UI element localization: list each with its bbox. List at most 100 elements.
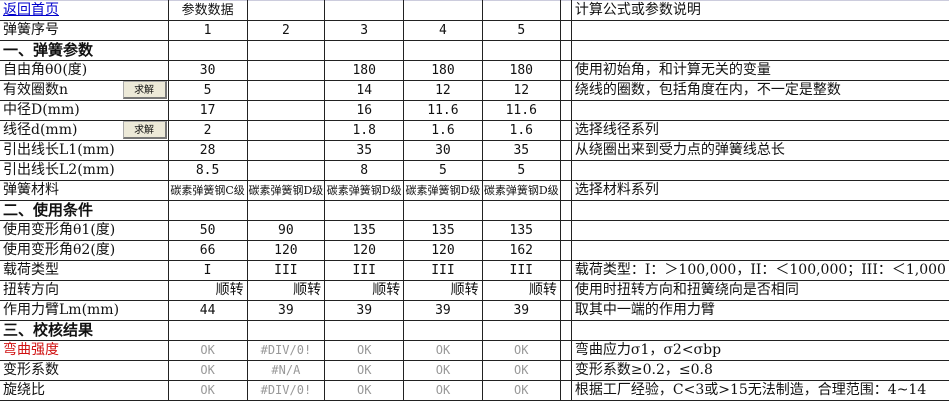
section-title[interactable]: 三、校核结果 xyxy=(0,320,169,341)
cell-empty[interactable] xyxy=(560,60,572,81)
row-label-cell[interactable]: 使用变形角θ1(度) xyxy=(0,220,169,241)
solve-button[interactable]: 求解 xyxy=(122,121,167,139)
spring-number-cell[interactable]: 1 xyxy=(168,20,248,41)
material-select[interactable]: 碳素弹簧钢C级 xyxy=(168,180,248,201)
value-cell[interactable]: 14 xyxy=(324,80,405,101)
note-cell[interactable]: 使用时扭转方向和扭簧绕向是否相同 xyxy=(571,280,949,301)
notes-header[interactable]: 计算公式或参数说明 xyxy=(571,0,949,21)
note-cell[interactable]: 使用初始角，和计算无关的变量 xyxy=(571,60,949,81)
cell-empty[interactable] xyxy=(560,380,572,401)
value-cell[interactable]: 11.6 xyxy=(482,100,561,121)
value-cell[interactable]: 135 xyxy=(403,220,483,241)
value-cell[interactable]: 顺转 xyxy=(324,280,405,301)
note-cell[interactable] xyxy=(571,220,949,241)
spring-number-cell[interactable]: 4 xyxy=(403,20,483,41)
value-cell[interactable]: 12 xyxy=(482,80,561,101)
value-cell[interactable]: OK xyxy=(324,340,405,361)
value-cell[interactable]: OK xyxy=(324,360,405,381)
cell-empty[interactable] xyxy=(482,320,561,341)
cell-empty[interactable] xyxy=(482,0,561,21)
cell-empty[interactable] xyxy=(571,320,949,341)
row-label-cell[interactable]: 自由角θ0(度) xyxy=(0,60,169,81)
row-label-cell[interactable]: 扭转方向 xyxy=(0,280,169,301)
cell-empty[interactable] xyxy=(560,300,572,321)
cell-empty[interactable] xyxy=(247,200,326,221)
note-cell[interactable]: 选择材料系列 xyxy=(571,180,949,201)
cell-empty[interactable] xyxy=(482,40,561,61)
value-cell[interactable]: 135 xyxy=(324,220,405,241)
cell-empty[interactable] xyxy=(560,320,572,341)
value-cell[interactable]: 120 xyxy=(324,240,405,261)
value-cell[interactable] xyxy=(247,80,326,101)
row-label-cell[interactable]: 有效圈数n 求解 xyxy=(0,80,169,101)
cell-empty[interactable] xyxy=(482,200,561,221)
cell-empty[interactable] xyxy=(560,240,572,261)
value-cell[interactable]: 120 xyxy=(247,240,326,261)
value-cell[interactable]: III xyxy=(482,260,561,281)
cell-empty[interactable] xyxy=(168,320,248,341)
cell-empty[interactable] xyxy=(560,280,572,301)
material-select[interactable]: 碳素弹簧钢D级 xyxy=(247,180,326,201)
value-cell[interactable]: OK xyxy=(403,360,483,381)
cell-empty[interactable] xyxy=(560,20,572,41)
value-cell[interactable]: 顺转 xyxy=(482,280,561,301)
row-label-cell[interactable]: 引出线长L1(mm) xyxy=(0,140,169,161)
cell-empty[interactable] xyxy=(560,120,572,141)
cell-empty[interactable] xyxy=(247,320,326,341)
value-cell[interactable]: 5 xyxy=(403,160,483,181)
value-cell[interactable] xyxy=(247,60,326,81)
section-title[interactable]: 一、弹簧参数 xyxy=(0,40,169,61)
cell-empty[interactable] xyxy=(560,360,572,381)
value-cell[interactable] xyxy=(247,160,326,181)
home-link[interactable]: 返回首页 xyxy=(3,2,59,18)
row-label[interactable]: 弹簧材料 xyxy=(0,180,169,201)
value-cell[interactable]: 90 xyxy=(247,220,326,241)
value-cell[interactable]: 1.6 xyxy=(403,120,483,141)
cell-empty[interactable] xyxy=(324,40,405,61)
value-cell[interactable]: 顺转 xyxy=(168,280,248,301)
value-cell[interactable]: #N/A xyxy=(247,360,326,381)
row-label-cell[interactable]: 变形系数 xyxy=(0,360,169,381)
note-cell[interactable]: 载荷类型：I：＞100,000，II：＜100,000；III：＜1,000 xyxy=(571,260,949,281)
cell-empty[interactable] xyxy=(247,40,326,61)
value-cell[interactable]: III xyxy=(324,260,405,281)
value-cell[interactable]: 66 xyxy=(168,240,248,261)
material-select[interactable]: 碳素弹簧钢D级 xyxy=(482,180,561,201)
value-cell[interactable]: OK xyxy=(482,340,561,361)
value-cell[interactable]: 35 xyxy=(482,140,561,161)
value-cell[interactable]: 顺转 xyxy=(403,280,483,301)
value-cell[interactable]: 5 xyxy=(168,80,248,101)
cell-empty[interactable] xyxy=(403,0,483,21)
row-label-cell[interactable]: 引出线长L2(mm) xyxy=(0,160,169,181)
value-cell[interactable]: 162 xyxy=(482,240,561,261)
cell-empty[interactable] xyxy=(560,200,572,221)
value-cell[interactable]: OK xyxy=(482,380,561,401)
value-cell[interactable]: 2 xyxy=(168,120,248,141)
value-cell[interactable]: #DIV/0! xyxy=(247,380,326,401)
value-cell[interactable]: 50 xyxy=(168,220,248,241)
cell-empty[interactable] xyxy=(560,160,572,181)
value-cell[interactable] xyxy=(247,100,326,121)
cell-empty[interactable] xyxy=(324,320,405,341)
note-cell[interactable]: 选择线径系列 xyxy=(571,120,949,141)
spring-number-cell[interactable]: 2 xyxy=(247,20,326,41)
note-cell[interactable] xyxy=(571,240,949,261)
note-cell[interactable]: 从绕圈出来到受力点的弹簧线总长 xyxy=(571,140,949,161)
cell-empty[interactable] xyxy=(403,320,483,341)
value-cell[interactable]: 1.8 xyxy=(324,120,405,141)
cell-empty[interactable] xyxy=(560,40,572,61)
cell-empty[interactable] xyxy=(324,200,405,221)
spring-number-cell[interactable]: 5 xyxy=(482,20,561,41)
value-cell[interactable]: #DIV/0! xyxy=(247,340,326,361)
value-cell[interactable]: OK xyxy=(168,360,248,381)
row-label[interactable]: 弹簧序号 xyxy=(0,20,169,41)
cell-empty[interactable] xyxy=(560,220,572,241)
value-cell[interactable]: 1.6 xyxy=(482,120,561,141)
value-cell[interactable]: 28 xyxy=(168,140,248,161)
cell-empty[interactable] xyxy=(560,80,572,101)
value-cell[interactable]: 30 xyxy=(168,60,248,81)
value-cell[interactable]: 11.6 xyxy=(403,100,483,121)
value-cell[interactable]: 180 xyxy=(482,60,561,81)
value-cell[interactable]: 39 xyxy=(247,300,326,321)
cell-empty[interactable] xyxy=(168,200,248,221)
